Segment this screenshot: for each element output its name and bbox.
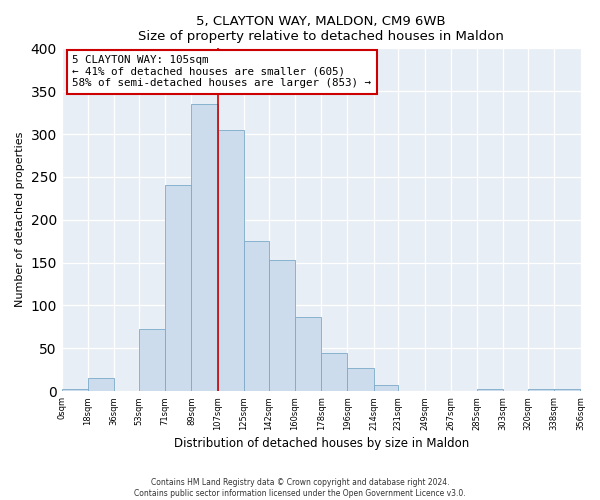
Bar xyxy=(269,260,295,391)
Bar xyxy=(218,130,244,391)
Bar xyxy=(165,186,191,391)
Text: Contains HM Land Registry data © Crown copyright and database right 2024.
Contai: Contains HM Land Registry data © Crown c… xyxy=(134,478,466,498)
Bar xyxy=(88,378,114,391)
Bar xyxy=(321,352,347,391)
Bar xyxy=(244,241,269,391)
Bar xyxy=(347,368,374,391)
Bar xyxy=(528,390,554,391)
Bar xyxy=(191,104,218,391)
Bar xyxy=(139,330,165,391)
Text: 5 CLAYTON WAY: 105sqm
← 41% of detached houses are smaller (605)
58% of semi-det: 5 CLAYTON WAY: 105sqm ← 41% of detached … xyxy=(72,55,371,88)
Bar xyxy=(374,385,398,391)
Title: 5, CLAYTON WAY, MALDON, CM9 6WB
Size of property relative to detached houses in : 5, CLAYTON WAY, MALDON, CM9 6WB Size of … xyxy=(138,15,504,43)
Bar xyxy=(477,390,503,391)
Bar xyxy=(62,390,88,391)
X-axis label: Distribution of detached houses by size in Maldon: Distribution of detached houses by size … xyxy=(173,437,469,450)
Y-axis label: Number of detached properties: Number of detached properties xyxy=(15,132,25,308)
Bar xyxy=(554,390,580,391)
Bar xyxy=(295,316,321,391)
